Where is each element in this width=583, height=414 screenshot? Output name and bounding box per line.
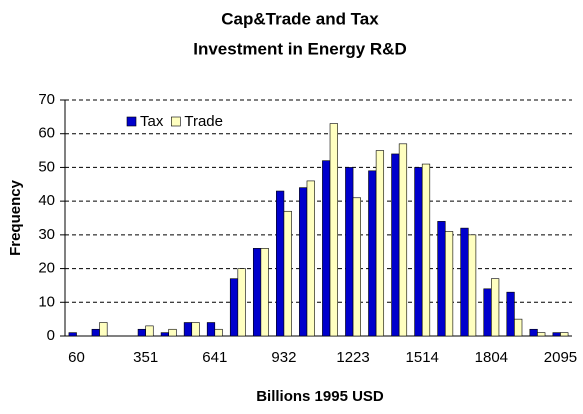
bar <box>368 170 377 337</box>
x-tick-label: 1514 <box>406 349 439 366</box>
bar <box>552 332 561 337</box>
bar <box>191 322 200 337</box>
chart-title: Cap&Trade and Tax <box>221 9 379 28</box>
y-tick-label: 50 <box>38 158 55 175</box>
bar <box>329 123 338 337</box>
x-tick-label: 60 <box>68 349 85 366</box>
bar <box>398 143 408 337</box>
x-tick-label: 351 <box>133 349 158 366</box>
y-tick-label: 10 <box>38 293 55 310</box>
legend-swatch <box>126 116 137 127</box>
x-tick-label: 1804 <box>475 349 508 366</box>
y-tick-label: 60 <box>38 125 55 142</box>
bar <box>91 328 100 337</box>
bar <box>437 221 446 337</box>
y-tick-label: 30 <box>38 226 55 243</box>
bar <box>145 325 154 337</box>
bar <box>491 278 500 337</box>
y-tick-label: 0 <box>47 327 55 344</box>
x-axis-label: Billions 1995 USD <box>256 388 384 405</box>
chart-title: Investment in Energy R&D <box>193 39 407 58</box>
bar <box>460 227 469 337</box>
bar <box>214 328 223 337</box>
legend-label: Trade <box>184 113 223 130</box>
bar <box>421 163 431 337</box>
bar <box>529 328 538 337</box>
bar <box>283 210 292 337</box>
legend-swatch <box>171 116 181 127</box>
bar <box>345 167 354 337</box>
bar <box>252 248 262 337</box>
bar <box>375 150 385 337</box>
bar <box>237 268 246 337</box>
bar <box>444 231 454 337</box>
y-tick-label: 70 <box>38 91 55 108</box>
bar <box>168 328 177 337</box>
bar <box>306 180 315 337</box>
bar <box>414 167 423 337</box>
bar <box>68 332 77 337</box>
x-tick-label: 932 <box>271 349 296 366</box>
bar <box>160 332 170 337</box>
bar <box>260 248 269 337</box>
bar <box>560 332 569 337</box>
bar <box>352 197 361 337</box>
bar <box>137 328 146 337</box>
bar <box>467 234 477 337</box>
x-tick-label: 2095 <box>544 349 577 366</box>
bar <box>537 332 546 337</box>
bar <box>299 187 308 337</box>
bar <box>206 322 216 337</box>
bar <box>99 322 108 337</box>
bar <box>183 322 193 337</box>
x-tick-label: 1223 <box>336 349 369 366</box>
legend-label: Tax <box>140 113 164 130</box>
bar <box>391 153 400 337</box>
bar <box>514 318 523 337</box>
bar <box>229 278 239 337</box>
y-axis-label: Frequency <box>7 179 24 256</box>
bar <box>506 291 515 337</box>
bar <box>322 160 331 337</box>
x-tick-label: 641 <box>202 349 227 366</box>
bar <box>276 190 285 337</box>
bar <box>483 288 492 337</box>
y-tick-label: 40 <box>38 192 55 209</box>
y-tick-label: 20 <box>38 260 55 277</box>
